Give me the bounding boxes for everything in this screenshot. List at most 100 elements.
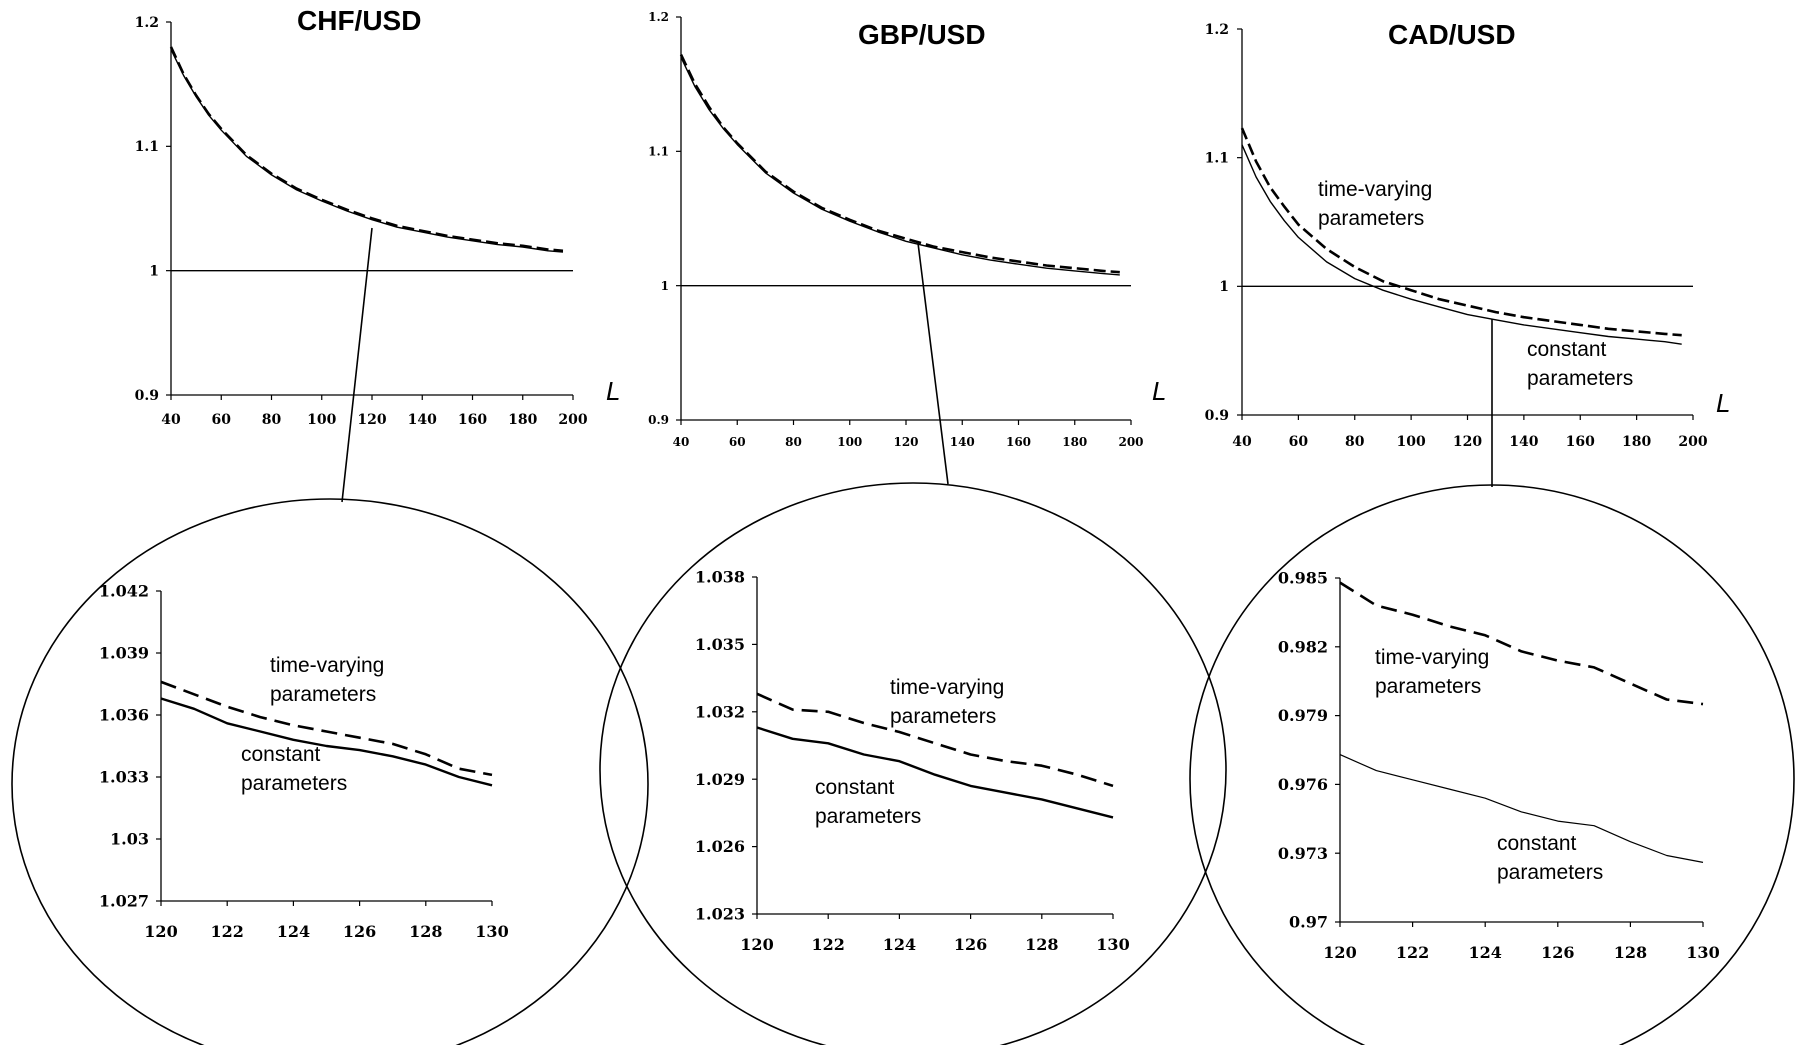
series-line-constant xyxy=(680,56,1120,276)
x-tick-label: 140 xyxy=(408,412,437,428)
x-tick-label: 128 xyxy=(1614,943,1647,962)
x-tick-label: 200 xyxy=(1678,434,1707,450)
x-tick-label: 200 xyxy=(558,412,587,428)
y-tick-label: 1.2 xyxy=(648,10,669,24)
y-tick-label: 1.03 xyxy=(110,830,149,849)
x-axis-label: L xyxy=(1152,376,1166,406)
x-tick-label: 60 xyxy=(1289,434,1309,450)
y-tick-label: 0.985 xyxy=(1278,569,1328,588)
zoom-chart: 1.027 1.03 1.033 1.036 1.039 1.042 120 122 124 12… xyxy=(99,582,509,941)
x-axis-label: L xyxy=(606,376,620,406)
y-tick-label: 1 xyxy=(661,279,669,293)
zoom-chart: 0.97 0.973 0.976 0.979 0.982 0.985 120 122 124 12… xyxy=(1278,569,1720,962)
y-tick-label: 1.027 xyxy=(99,892,149,911)
y-tick-label: 1 xyxy=(1219,279,1229,295)
x-tick-label: 180 xyxy=(1062,435,1087,449)
y-tick-label: 0.976 xyxy=(1278,775,1328,794)
y-tick-label: 1.035 xyxy=(695,635,745,654)
series-line-time-varying xyxy=(679,54,1120,274)
x-tick-label: 120 xyxy=(357,412,386,428)
annotation-constant: parameters xyxy=(1527,367,1633,390)
x-tick-label: 120 xyxy=(1453,434,1482,450)
y-tick-label: 1.026 xyxy=(695,837,745,856)
x-tick-label: 120 xyxy=(893,435,918,449)
x-tick-label: 40 xyxy=(161,412,181,428)
x-tick-label: 160 xyxy=(458,412,487,428)
x-tick-label: 140 xyxy=(1509,434,1538,450)
x-tick-label: 128 xyxy=(1025,935,1058,954)
x-tick-label: 120 xyxy=(740,935,773,954)
annotation-constant: parameters xyxy=(1497,861,1603,884)
y-tick-label: 1 xyxy=(149,264,159,280)
x-tick-label: 80 xyxy=(1345,434,1365,450)
x-tick-label: 200 xyxy=(1118,435,1143,449)
x-tick-label: 80 xyxy=(785,435,802,449)
annotation-time-varying: time-varying xyxy=(270,654,384,677)
x-tick-label: 120 xyxy=(144,922,177,941)
y-tick-label: 1.032 xyxy=(695,702,745,721)
series-line-constant xyxy=(160,697,493,787)
zoom-circle xyxy=(599,482,1227,1045)
x-tick-label: 124 xyxy=(1468,943,1501,962)
series-line-constant xyxy=(1241,144,1682,345)
x-tick-label: 120 xyxy=(1323,943,1356,962)
y-tick-label: 1.029 xyxy=(695,770,745,789)
x-axis-label: L xyxy=(1716,388,1730,418)
x-tick-label: 130 xyxy=(475,922,508,941)
x-tick-label: 122 xyxy=(1396,943,1429,962)
annotation-time-varying: parameters xyxy=(890,705,996,728)
x-tick-label: 126 xyxy=(954,935,987,954)
series-line-time-varying xyxy=(169,46,564,253)
main-chart: 0.9 1 1.1 1.2 40 60 80 100 120 140 160 180 200 CHF/US… xyxy=(135,5,621,428)
y-tick-label: 0.979 xyxy=(1278,706,1328,725)
series-line-time-varying xyxy=(756,692,1114,788)
series-line-constant xyxy=(1339,754,1704,863)
series-line-time-varying xyxy=(1339,581,1704,706)
annotation-constant: constant xyxy=(1527,338,1607,361)
main-chart: 0.9 1 1.1 1.2 40 60 80 100 120 140 160 180 200 GBP/US… xyxy=(648,10,1166,449)
annotation-time-varying: time-varying xyxy=(1375,646,1489,669)
x-tick-label: 130 xyxy=(1686,943,1719,962)
annotation-time-varying: parameters xyxy=(1375,675,1481,698)
annotation-time-varying: parameters xyxy=(270,683,376,706)
y-tick-label: 0.9 xyxy=(1205,408,1229,424)
x-tick-label: 100 xyxy=(1397,434,1426,450)
zoom-connector-line xyxy=(341,227,373,503)
series-line-time-varying xyxy=(160,680,493,777)
main-chart: 0.9 1 1.1 1.2 40 60 80 100 120 140 160 180 200 CAD/US… xyxy=(1205,19,1731,450)
chart-title: CAD/USD xyxy=(1388,19,1516,50)
x-tick-label: 40 xyxy=(673,435,690,449)
series-line-time-varying xyxy=(1240,127,1682,337)
zoom-circle xyxy=(11,498,649,1045)
annotation-time-varying: time-varying xyxy=(890,676,1004,699)
annotation-constant: constant xyxy=(241,743,321,766)
series-line-constant xyxy=(756,726,1114,819)
x-tick-label: 40 xyxy=(1232,434,1252,450)
x-tick-label: 140 xyxy=(950,435,975,449)
x-tick-label: 122 xyxy=(210,922,243,941)
y-tick-label: 0.97 xyxy=(1289,913,1328,932)
x-tick-label: 60 xyxy=(212,412,232,428)
annotation-time-varying: parameters xyxy=(1318,207,1424,230)
zoom-connector-line xyxy=(917,242,949,485)
x-tick-label: 126 xyxy=(1541,943,1574,962)
y-tick-label: 0.9 xyxy=(648,413,669,427)
x-tick-label: 130 xyxy=(1096,935,1129,954)
zoom-chart: 1.023 1.026 1.029 1.032 1.035 1.038 120 122 124 1… xyxy=(695,568,1130,954)
y-tick-label: 1.2 xyxy=(1205,22,1229,38)
y-tick-label: 1.1 xyxy=(135,139,159,155)
x-tick-label: 100 xyxy=(837,435,862,449)
x-tick-label: 100 xyxy=(307,412,336,428)
x-tick-label: 124 xyxy=(883,935,916,954)
x-tick-label: 126 xyxy=(343,922,376,941)
y-tick-label: 1.033 xyxy=(99,768,149,787)
x-tick-label: 124 xyxy=(277,922,310,941)
y-tick-label: 1.039 xyxy=(99,644,149,663)
y-tick-label: 1.036 xyxy=(99,706,149,725)
y-tick-label: 1.1 xyxy=(648,145,669,159)
annotation-constant: parameters xyxy=(241,772,347,795)
chart-title: CHF/USD xyxy=(297,5,421,36)
x-tick-label: 160 xyxy=(1006,435,1031,449)
y-tick-label: 0.9 xyxy=(135,388,159,404)
